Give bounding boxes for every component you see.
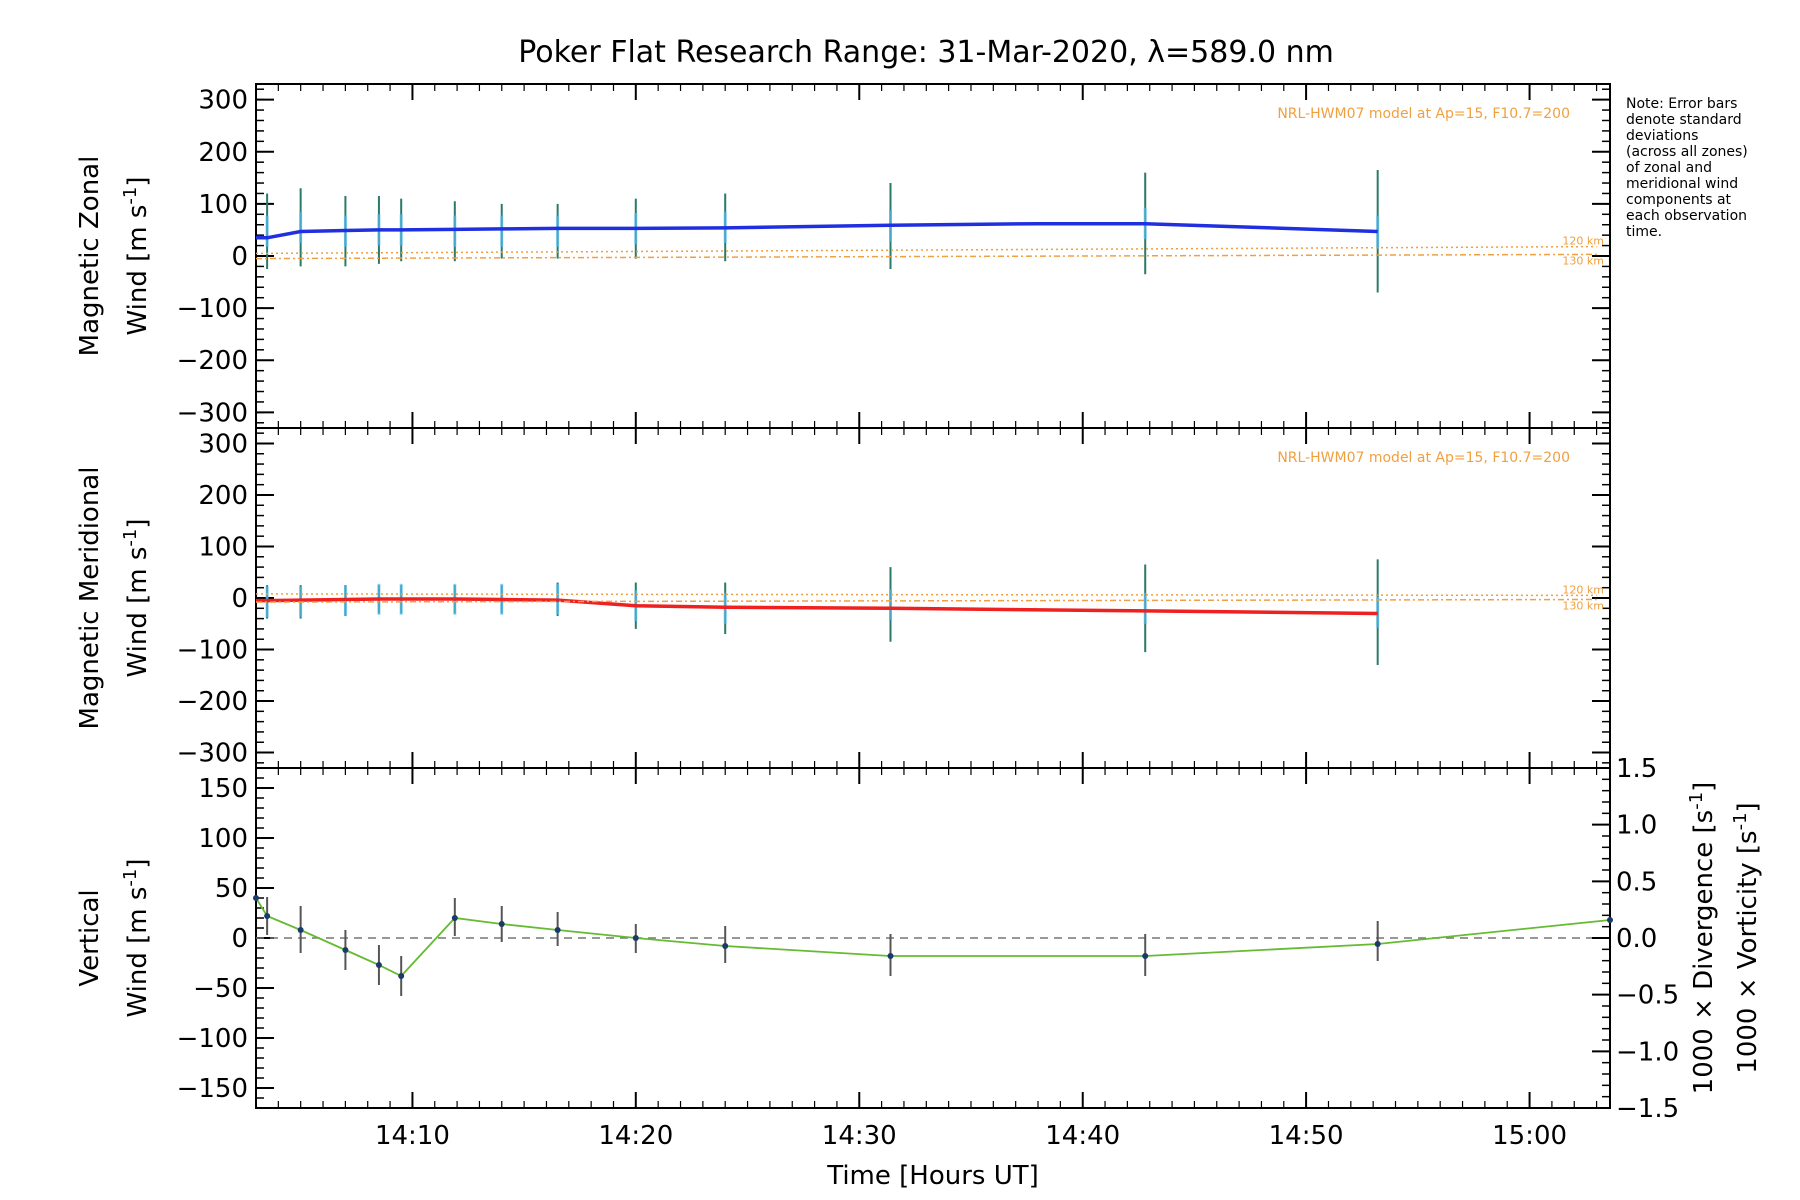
altitude-line-120km (255, 593, 1597, 597)
model-annotation: NRL-HWM07 model at Ap=15, F10.7=200 (1277, 106, 1570, 122)
panel-meridional: −300 −200 −100 0 100 200 300 Magnetic Meridiona… (75, 427, 1611, 769)
altitude-label: 120 km (1562, 235, 1604, 248)
data-point (253, 895, 259, 901)
data-point (887, 953, 894, 959)
note-line: (across all zones) (1626, 144, 1748, 160)
note-line: deviations (1626, 128, 1698, 144)
y-tick-label: −100 (177, 1024, 248, 1054)
data-point (264, 913, 271, 919)
y-tick-label: 0 (231, 584, 248, 614)
y-axis-label-line1: Magnetic Meridional (75, 467, 105, 730)
y-tick-label: 100 (198, 824, 248, 854)
y2-tick-label: 1.0 (1616, 811, 1657, 841)
note-line: components at (1626, 192, 1732, 208)
y-tick-label: −300 (177, 739, 248, 769)
y-tick-label: −150 (177, 1074, 248, 1104)
data-point (398, 973, 405, 979)
x-tick-label: 14:40 (1045, 1121, 1120, 1151)
data-point (498, 921, 505, 927)
model-annotation: NRL-HWM07 model at Ap=15, F10.7=200 (1277, 450, 1570, 466)
wind-series-line (255, 897, 1611, 978)
altitude-label: 120 km (1562, 583, 1604, 596)
data-point (342, 947, 349, 953)
chart-title: Poker Flat Research Range: 31-Mar-2020, … (518, 35, 1334, 70)
data-point (451, 915, 458, 921)
data-point (375, 962, 382, 968)
y2-tick-label: 0.5 (1616, 867, 1657, 897)
data-point (1142, 953, 1149, 959)
y-tick-label: 200 (198, 481, 248, 511)
y-axis-label-line1: Magnetic Zonal (75, 156, 105, 357)
y-tick-label: −200 (177, 346, 248, 376)
y-axis-label-line2: Wind [m s-1] (120, 177, 153, 336)
note-line: Note: Error bars (1626, 96, 1737, 112)
note-line: time. (1626, 224, 1662, 240)
y-axis-label-line2: Wind [m s-1] (120, 859, 153, 1018)
note-line: of zonal and (1626, 160, 1712, 176)
y-tick-label: −100 (177, 294, 248, 324)
divergence-axis-label: 1000 × Divergence [s-1] (1686, 782, 1719, 1095)
altitude-line-130km (255, 253, 1597, 260)
y-tick-label: −200 (177, 687, 248, 717)
y2-tick-label: −0.5 (1616, 981, 1679, 1011)
data-point (554, 927, 561, 933)
y-tick-label: 300 (198, 429, 248, 459)
note-line: each observation (1626, 208, 1747, 224)
x-tick-label: 14:30 (822, 1121, 897, 1151)
altitude-label: 130 km (1562, 254, 1604, 267)
y2-tick-label: −1.5 (1616, 1094, 1679, 1124)
vorticity-axis-label: 1000 × Vorticity [s-1] (1730, 802, 1763, 1073)
y-tick-label: −50 (193, 974, 248, 1004)
altitude-label: 130 km (1562, 600, 1604, 613)
data-point (632, 935, 639, 941)
y-axis-label-line2: Wind [m s-1] (120, 519, 153, 678)
y-tick-label: 100 (198, 532, 248, 562)
x-tick-label: 14:50 (1269, 1121, 1344, 1151)
panel-zonal: −300 −200 −100 0 100 200 300 Magnetic Zonal Wind… (75, 83, 1611, 429)
data-point (722, 943, 729, 949)
x-tick-label: 14:10 (375, 1121, 450, 1151)
y-tick-label: 300 (198, 86, 248, 116)
x-tick-label: 15:00 (1492, 1121, 1567, 1151)
y2-tick-label: 0.0 (1616, 924, 1657, 954)
wind-series-line (256, 221, 1378, 240)
y-tick-label: 100 (198, 190, 248, 220)
data-point (1607, 917, 1613, 923)
data-point (297, 927, 304, 933)
note-line: meridional wind (1626, 176, 1738, 192)
y-tick-label: −100 (177, 636, 248, 666)
altitude-line-120km (255, 245, 1597, 255)
y-tick-label: 200 (198, 138, 248, 168)
y2-tick-label: −1.0 (1616, 1037, 1679, 1067)
y2-tick-label: 1.5 (1616, 754, 1657, 784)
panel-vertical: −150 −100 −50 0 50 100 150 14:10 14:20 14:30 14:40… (75, 754, 1763, 1191)
y-tick-label: 50 (215, 874, 248, 904)
y-tick-label: 150 (198, 774, 248, 804)
x-axis-label: Time [Hours UT] (826, 1161, 1039, 1191)
y-tick-label: −300 (177, 398, 248, 428)
data-point (1374, 941, 1381, 947)
x-tick-label: 14:20 (598, 1121, 673, 1151)
note-line: denote standard (1626, 112, 1742, 128)
y-tick-label: 0 (231, 242, 248, 272)
wind-series-line (256, 597, 1378, 616)
y-tick-label: 0 (231, 924, 248, 954)
y-axis-label-line1: Vertical (75, 889, 105, 986)
